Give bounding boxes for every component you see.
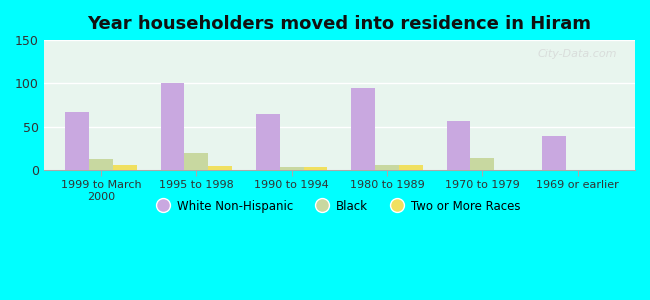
Bar — [399, 165, 422, 170]
Legend: White Non-Hispanic, Black, Two or More Races: White Non-Hispanic, Black, Two or More R… — [153, 194, 526, 218]
Bar — [185, 153, 208, 170]
Bar — [280, 167, 304, 170]
Bar — [113, 165, 136, 170]
Bar — [351, 88, 375, 170]
Bar — [471, 158, 495, 170]
Bar — [208, 166, 232, 170]
Text: City-Data.com: City-Data.com — [538, 49, 618, 59]
Bar — [542, 136, 566, 170]
Bar — [89, 159, 113, 170]
Bar — [447, 122, 471, 170]
Bar — [65, 112, 89, 170]
Bar — [304, 167, 328, 170]
Bar — [256, 114, 280, 170]
Bar — [161, 83, 185, 170]
Bar — [375, 165, 399, 170]
Title: Year householders moved into residence in Hiram: Year householders moved into residence i… — [87, 15, 592, 33]
